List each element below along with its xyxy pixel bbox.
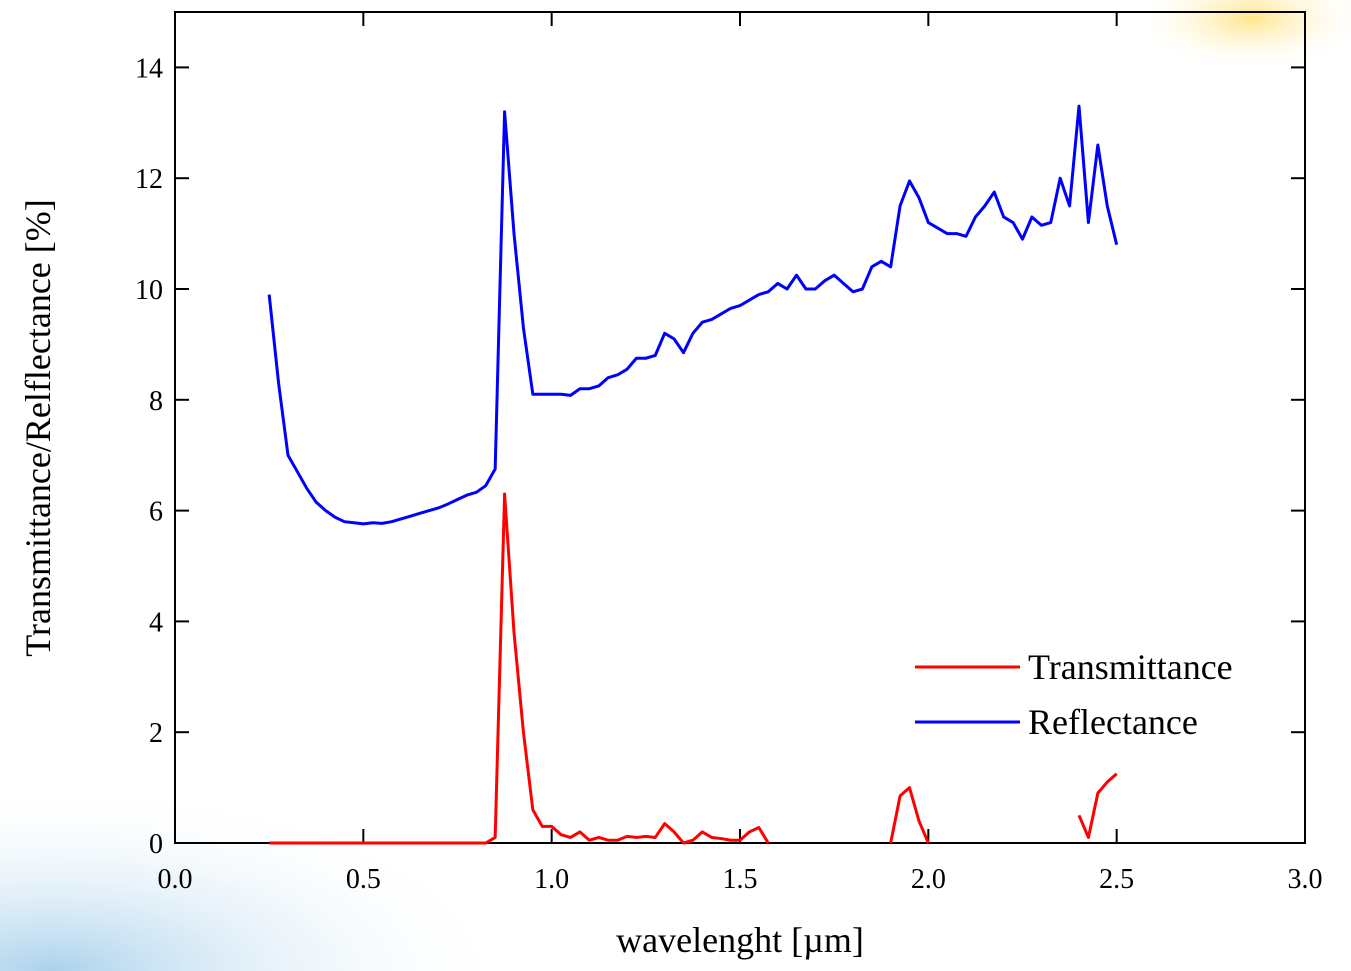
y-tick-label: 6 <box>149 497 163 528</box>
y-tick-label: 14 <box>135 53 163 84</box>
x-axis-label: wavelenght [µm] <box>616 920 864 960</box>
y-tick-label: 0 <box>149 829 163 860</box>
x-tick-label: 2.5 <box>1099 864 1134 895</box>
x-tick-label: 1.0 <box>534 864 569 895</box>
x-tick-label: 2.0 <box>911 864 946 895</box>
x-tick-label: 0.5 <box>346 864 381 895</box>
legend-label: Reflectance <box>1028 702 1198 742</box>
y-tick-label: 12 <box>135 164 163 195</box>
data-line <box>267 104 1119 526</box>
y-axis-label: Transmittance/Relflectance [%] <box>18 199 58 657</box>
x-tick-label: 1.5 <box>723 864 758 895</box>
y-tick-label: 10 <box>135 275 163 306</box>
data-line <box>269 492 1118 845</box>
background-decor <box>1150 0 1351 90</box>
y-tick-label: 4 <box>149 607 163 638</box>
background-decor <box>0 760 520 971</box>
y-tick-label: 8 <box>149 386 163 417</box>
x-tick-label: 0.0 <box>158 864 193 895</box>
legend-label: Transmittance <box>1028 647 1233 687</box>
x-tick-label: 3.0 <box>1288 864 1323 895</box>
y-tick-label: 2 <box>149 718 163 749</box>
